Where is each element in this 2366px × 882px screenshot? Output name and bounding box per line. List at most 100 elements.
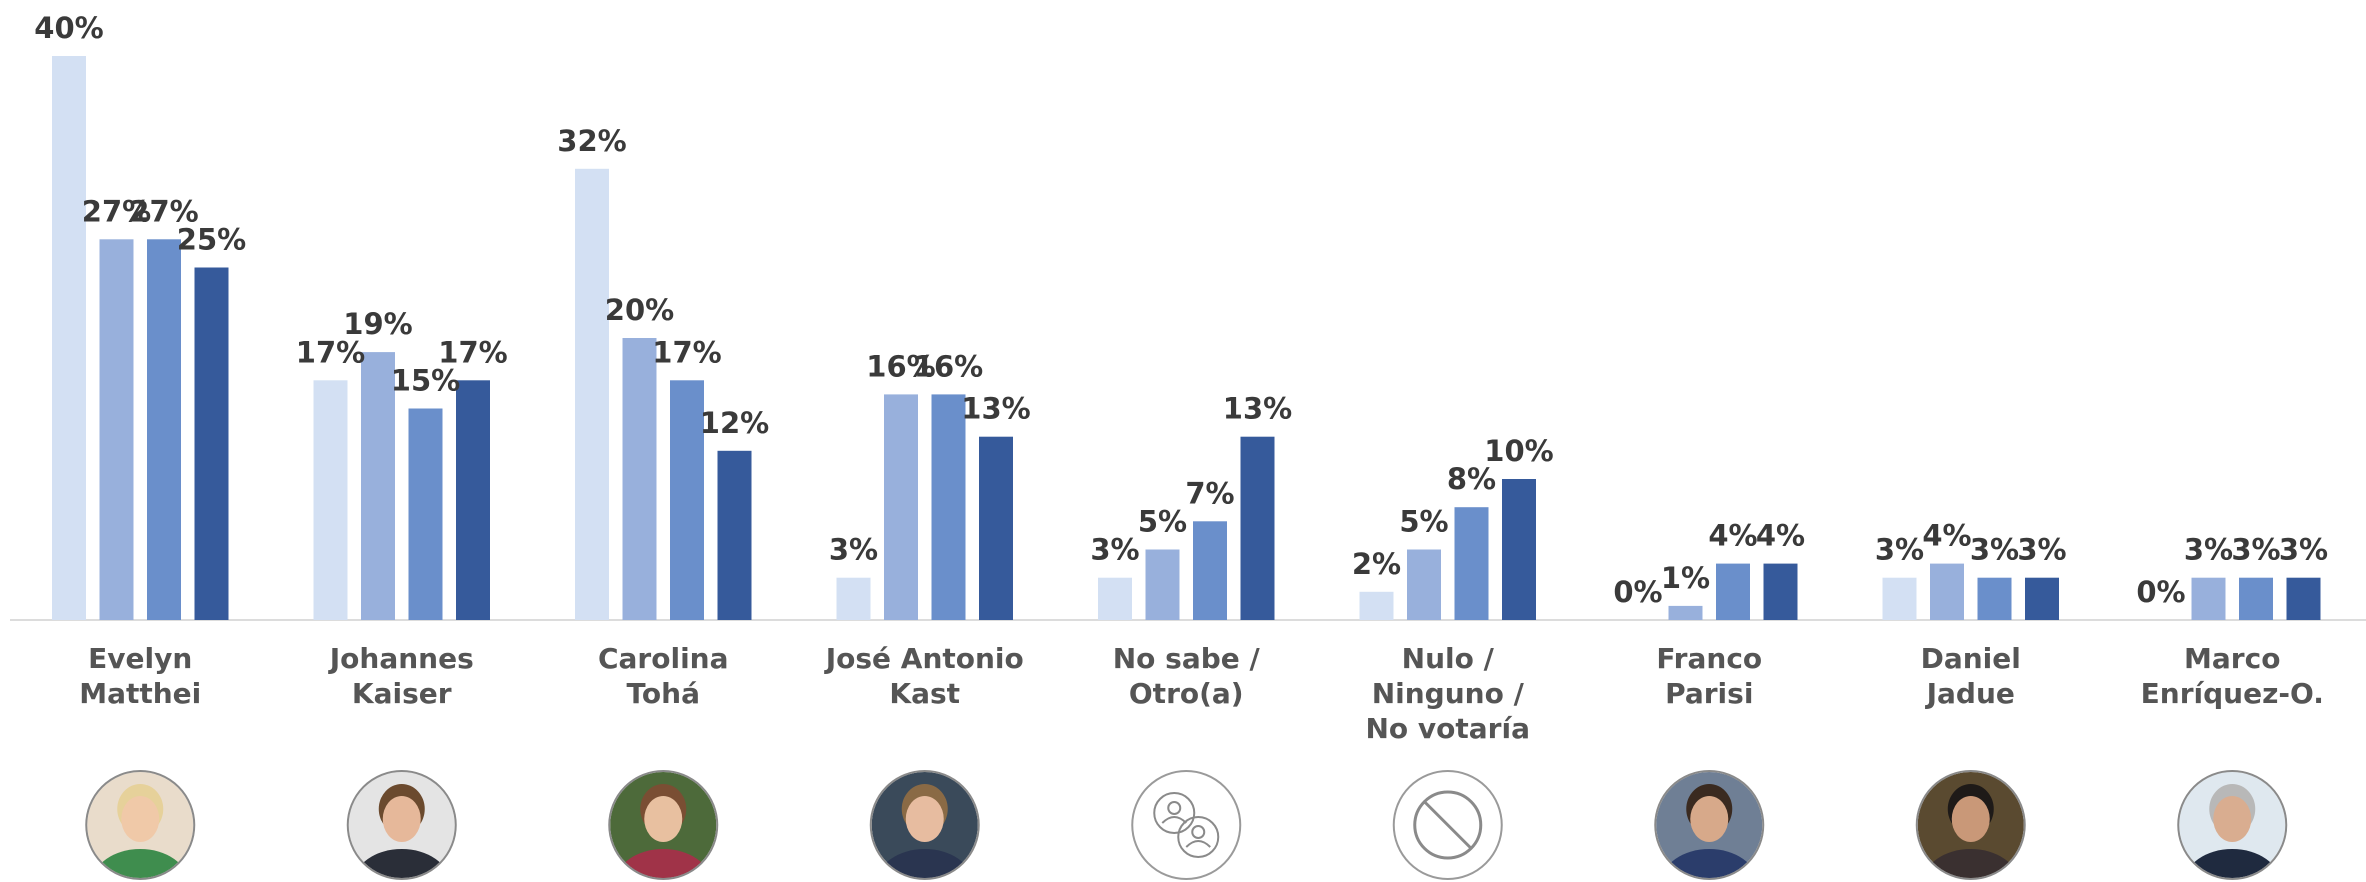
data-label: 16% [866,349,935,383]
bar [2191,577,2226,620]
category-label-line: Kaiser [352,677,452,710]
bar [1145,549,1180,620]
data-label: 3% [1970,533,2019,567]
category-label-line: Kast [889,677,960,710]
data-label: 32% [557,124,626,158]
data-label: 40% [34,11,103,45]
data-label: 2% [1352,547,1401,581]
category-label-line: Enríquez-O. [2141,677,2324,710]
bar [1193,521,1227,620]
bar [670,380,704,620]
bar [99,239,134,621]
category-label: José Antonio Kast [824,642,1024,710]
category-labels-layer: Evelyn Matthei Johannes Kaiser Carolina Tohá J… [79,642,2324,745]
category-label-line: Parisi [1665,677,1753,710]
category-label: Carolina Tohá [598,642,729,710]
bar [622,338,657,620]
people-target-icon [1131,770,1242,880]
category-label-line: Nulo / [1402,642,1495,675]
category-label-line: No sabe / [1113,642,1261,675]
bar [1668,605,1703,620]
bar [1098,577,1132,620]
data-label: 27% [129,194,198,228]
avatar [1915,770,2026,880]
data-label: 3% [829,533,878,567]
data-label: 3% [1875,533,1924,567]
data-label: 12% [700,406,769,440]
data-label: 7% [1185,476,1234,510]
bar [979,436,1013,620]
bar [1407,549,1441,620]
data-label: 0% [2136,575,2185,609]
data-label: 3% [2184,533,2233,567]
data-label: 3% [2231,533,2280,567]
data-label: 17% [296,335,365,369]
category-label: Daniel Jadue [1921,642,2021,710]
category-label-line: No votaría [1366,712,1531,745]
data-label: 8% [1447,462,1496,496]
category-icons-layer [85,770,2288,880]
data-label: 13% [1223,392,1292,426]
category-label: Marco Enríquez-O. [2141,642,2324,710]
avatar [2177,770,2288,880]
category-label: No sabe / Otro(a) [1113,642,1261,710]
bar [836,577,871,620]
bar [456,380,490,620]
category-label-line: Franco [1656,642,1762,675]
bar [52,56,86,620]
data-label: 1% [1661,561,1710,595]
category-label-line: Jadue [1925,677,2015,710]
category-label-line: Daniel [1921,642,2021,675]
bar [1977,577,2012,620]
bar [194,267,229,620]
bar [1763,563,1798,620]
avatar [346,770,457,880]
bar [1882,577,1917,620]
category-label: Johannes Kaiser [328,642,474,710]
ban-icon [1392,770,1503,880]
data-label: 3% [1090,533,1139,567]
bar [575,168,609,621]
category-label: Franco Parisi [1656,642,1762,710]
data-label: 3% [2017,533,2066,567]
data-label: 20% [605,293,674,327]
bar [2239,577,2273,620]
bar [2286,577,2321,620]
value-labels-layer: 40%27%27%25%17%19%15%17%32%20%17%12%3%16… [34,11,2328,609]
category-label-line: Ninguno / [1372,677,1525,710]
category-label-line: Matthei [79,677,201,710]
bar [1502,479,1536,620]
data-label: 17% [652,335,721,369]
data-label: 17% [438,335,507,369]
data-label: 15% [391,364,460,398]
bar [361,352,395,620]
bar [2025,577,2059,620]
category-label-line: Carolina [598,642,729,675]
category-label-line: José Antonio [824,642,1024,675]
data-label: 5% [1138,505,1187,539]
bar [147,239,181,621]
data-label: 10% [1484,434,1553,468]
data-label: 16% [914,349,983,383]
bar [1359,591,1394,620]
bar [931,394,966,620]
avatar [869,770,980,880]
bar [1716,563,1750,620]
data-label: 13% [961,392,1030,426]
data-label: 27% [82,194,151,228]
category-label: Evelyn Matthei [79,642,201,710]
avatar [85,770,196,880]
bar [1454,507,1489,620]
avatar [608,770,719,880]
category-label-line: Johannes [328,642,474,675]
bar [717,450,752,620]
data-label: 5% [1399,505,1448,539]
data-label: 4% [1756,519,1805,553]
bar [1240,436,1275,620]
bar [408,408,443,620]
data-label: 0% [1613,575,1662,609]
data-label: 4% [1708,519,1757,553]
data-label: 3% [2279,533,2328,567]
avatar [1654,770,1765,880]
